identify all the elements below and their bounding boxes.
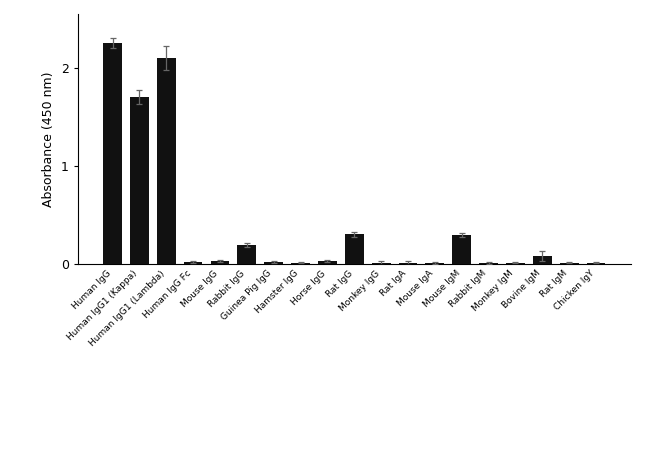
Bar xyxy=(345,234,363,264)
Bar xyxy=(237,245,256,264)
Bar xyxy=(426,263,444,264)
Bar xyxy=(184,262,203,264)
Bar xyxy=(452,235,471,264)
Bar xyxy=(372,263,391,264)
Bar xyxy=(103,43,122,264)
Bar xyxy=(130,97,149,264)
Bar xyxy=(157,58,176,264)
Bar xyxy=(506,263,525,264)
Bar xyxy=(533,256,552,264)
Bar xyxy=(586,263,605,264)
Bar xyxy=(291,263,310,264)
Bar xyxy=(479,263,498,264)
Bar xyxy=(211,261,229,264)
Bar xyxy=(560,263,578,264)
Bar xyxy=(318,261,337,264)
Y-axis label: Absorbance (450 nm): Absorbance (450 nm) xyxy=(42,71,55,207)
Bar xyxy=(265,262,283,264)
Bar xyxy=(398,263,417,264)
